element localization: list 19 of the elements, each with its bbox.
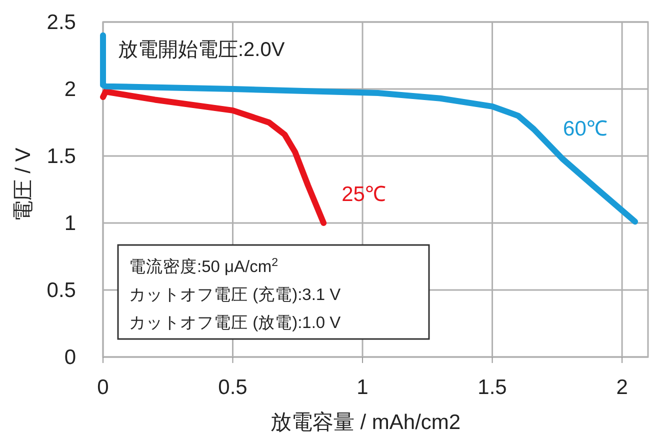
annotation: カットオフ電圧 (放電):1.0 V (129, 314, 341, 332)
annotation: カットオフ電圧 (充電):3.1 V (129, 285, 341, 304)
y-tick-label: 0 (64, 346, 76, 369)
annotation: 電流密度:50 μA/cm$^{2}$ (129, 257, 278, 276)
y-tick-label: 0.5 (46, 279, 76, 302)
series-label: 60℃ (563, 118, 608, 141)
y-axis-title: 電圧 / V (12, 148, 35, 222)
x-tick-label: 1.5 (478, 376, 507, 399)
y-tick-label: 1 (64, 212, 76, 235)
x-tick-label: 1 (356, 376, 368, 399)
annotation: 放電開始電圧:2.0V (118, 39, 286, 61)
x-tick-label: 2 (616, 376, 628, 399)
y-tick-label: 1.5 (46, 145, 76, 168)
series-label: 25℃ (342, 183, 386, 206)
x-axis-title: 放電容量 / mAh/cm2 (270, 411, 461, 434)
y-tick-label: 2 (64, 78, 76, 101)
x-tick-label: 0.5 (218, 376, 248, 399)
x-tick-label: 0 (97, 376, 109, 399)
y-tick-label: 2.5 (46, 11, 76, 34)
